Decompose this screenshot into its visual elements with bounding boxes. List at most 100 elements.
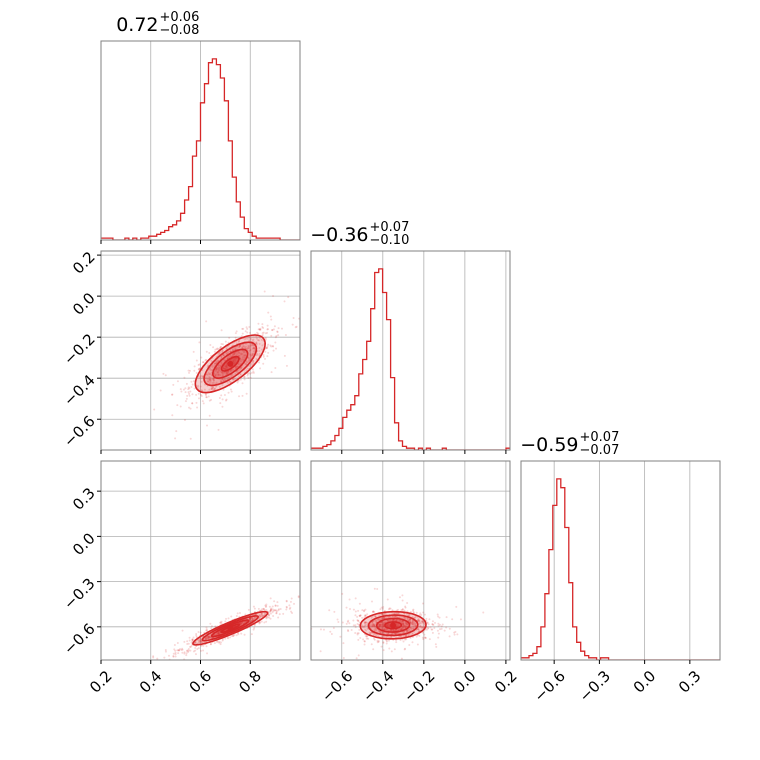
- sample-point: [432, 624, 435, 627]
- sample-point: [179, 647, 182, 650]
- sample-point: [382, 606, 385, 609]
- sample-point: [401, 599, 404, 602]
- sample-point: [240, 335, 243, 338]
- sample-point: [385, 629, 388, 632]
- sample-point: [352, 619, 355, 622]
- sample-point: [379, 624, 382, 627]
- sample-point: [421, 631, 424, 634]
- sample-point: [230, 368, 233, 371]
- y-tick-label: −0.2: [60, 330, 98, 368]
- sample-point: [280, 327, 283, 330]
- sample-point: [265, 617, 268, 620]
- sample-point: [226, 372, 229, 375]
- sample-point: [214, 362, 217, 365]
- sample-point: [416, 619, 419, 622]
- sample-point: [394, 619, 397, 622]
- sample-point: [247, 608, 250, 611]
- sample-point: [428, 618, 431, 621]
- sample-point: [237, 340, 240, 343]
- sample-point: [225, 617, 228, 620]
- sample-point: [377, 640, 380, 643]
- sample-point: [227, 351, 230, 354]
- sample-point: [411, 609, 414, 612]
- sample-point: [178, 649, 181, 652]
- sample-point: [200, 649, 203, 652]
- sample-point: [260, 338, 263, 341]
- sample-point: [221, 350, 224, 353]
- sample-point: [402, 640, 405, 643]
- sample-point: [445, 616, 448, 619]
- sample-point: [176, 380, 179, 383]
- sample-point: [402, 625, 405, 628]
- sample-point: [362, 626, 365, 629]
- sample-point: [249, 353, 252, 356]
- sample-point: [164, 650, 167, 653]
- sample-point: [159, 389, 162, 392]
- sample-point: [272, 328, 275, 331]
- sample-point: [345, 622, 348, 625]
- sample-point: [398, 628, 401, 631]
- sample-point: [347, 630, 350, 633]
- sample-point: [205, 358, 208, 361]
- x-tick-label: 0.3: [675, 667, 705, 697]
- sample-point: [187, 386, 190, 389]
- sample-point: [210, 388, 213, 391]
- sample-point: [270, 607, 273, 610]
- sample-point: [276, 601, 279, 604]
- sample-point: [171, 393, 174, 396]
- sample-point: [193, 369, 196, 372]
- sample-point: [371, 624, 374, 627]
- sample-point: [453, 633, 456, 636]
- sample-point: [297, 595, 300, 598]
- sample-point: [249, 618, 252, 621]
- sample-point: [224, 368, 227, 371]
- sample-point: [186, 394, 189, 397]
- sample-point: [271, 608, 274, 611]
- sample-point: [227, 370, 230, 373]
- sample-point: [238, 346, 241, 349]
- sample-point: [349, 608, 352, 611]
- sample-point: [224, 637, 227, 640]
- sample-point: [204, 636, 207, 639]
- sample-point: [252, 338, 255, 341]
- sample-point: [373, 638, 376, 641]
- sample-point: [401, 620, 404, 623]
- sample-point: [404, 621, 407, 624]
- sample-point: [217, 366, 220, 369]
- sample-point: [380, 623, 383, 626]
- sample-point: [208, 399, 211, 402]
- sample-point: [408, 628, 411, 631]
- sample-point: [259, 327, 262, 330]
- sample-point: [431, 623, 434, 626]
- sample-point: [261, 332, 264, 335]
- sample-point: [218, 631, 221, 634]
- sample-point: [394, 632, 397, 635]
- sample-point: [374, 619, 377, 622]
- sample-point: [239, 344, 242, 347]
- sample-point: [375, 620, 378, 623]
- sample-point: [414, 624, 417, 627]
- sample-point: [251, 617, 254, 620]
- panel-frame: [310, 460, 511, 661]
- x-tick-label: −0.6: [530, 667, 568, 705]
- sample-point: [246, 327, 249, 330]
- sample-point: [156, 657, 159, 660]
- sample-point: [197, 640, 200, 643]
- sample-point: [245, 361, 248, 364]
- sample-point: [330, 632, 333, 635]
- sample-point: [246, 337, 249, 340]
- sample-point: [261, 612, 264, 615]
- sample-point: [179, 405, 182, 408]
- sample-point: [255, 337, 258, 340]
- sample-point: [381, 617, 384, 620]
- sample-point: [204, 637, 207, 640]
- sample-point: [240, 622, 243, 625]
- sample-point: [234, 360, 237, 363]
- sample-point: [240, 622, 243, 625]
- sample-point: [251, 368, 254, 371]
- sample-point: [255, 354, 258, 357]
- title-median: −0.59: [520, 434, 578, 456]
- sample-point: [378, 623, 381, 626]
- sample-point: [362, 638, 365, 641]
- sample-point: [259, 328, 262, 331]
